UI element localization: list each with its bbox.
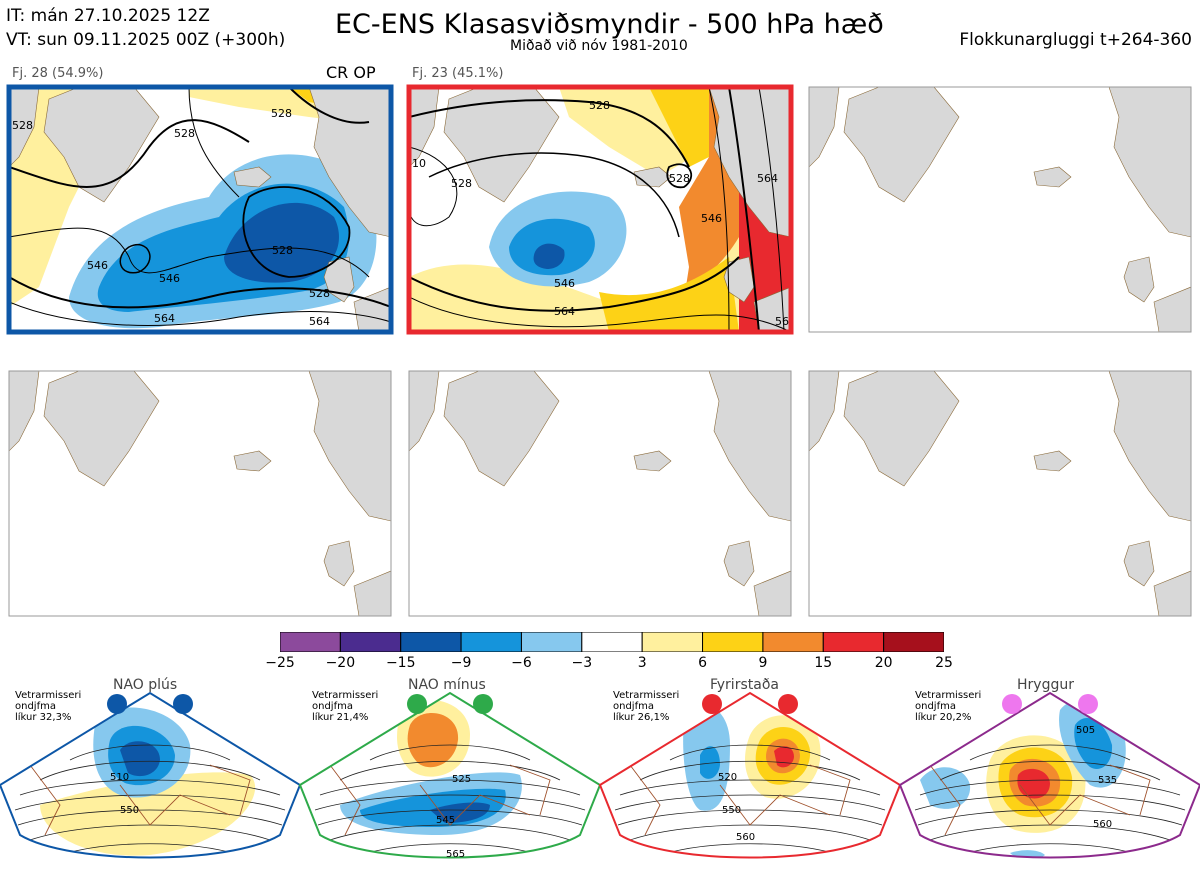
regime-name: NAO mínus — [408, 677, 486, 693]
colorbar-cell — [460, 632, 522, 652]
contour-label: 564 — [554, 305, 575, 318]
regime-maps: 510 550 525 545 565 — [0, 691, 1200, 860]
regime-contour-label: 560 — [1093, 819, 1112, 830]
colorbar-tick-label: 20 — [874, 655, 893, 671]
cluster-map-4 — [8, 370, 392, 617]
regime-name: Hryggur — [1017, 677, 1074, 693]
cluster-map-2: 528 528 10 528 546 564 564 546 56 — [406, 84, 794, 335]
contour-label: 564 — [757, 172, 778, 185]
colorbar-tick-label: −9 — [450, 655, 472, 671]
contour-label: 546 — [701, 212, 722, 225]
cluster-map-3 — [808, 86, 1192, 333]
contour-label: 528 — [451, 177, 472, 190]
colorbar-tick-label: 6 — [698, 655, 707, 671]
contour-label: 528 — [589, 99, 610, 112]
page-title: EC-ENS Klasasviðsmyndir - 500 hPa hæð — [335, 9, 884, 40]
regime-info: Vetrarmisseri ondjfma líkur 21,4% — [312, 690, 379, 723]
colorbar-tick-label: 3 — [637, 655, 647, 671]
valid-time: VT: sun 09.11.2025 00Z (+300h) — [6, 30, 286, 50]
panel-2-label: Fj. 23 (45.1%) — [412, 66, 504, 81]
colorbar-cell — [520, 632, 583, 652]
panel-1-border — [6, 84, 394, 335]
contour-label: 10 — [412, 157, 426, 170]
regime-contour-label: 505 — [1076, 725, 1095, 736]
initial-time: IT: mán 27.10.2025 12Z — [6, 6, 210, 26]
contour-label: 564 — [154, 312, 175, 325]
colorbar-tick-label: −6 — [511, 655, 532, 671]
cluster-maps: 528 528 546 528 546 564 564 528 528 — [6, 84, 1192, 617]
cluster-map-6 — [808, 370, 1192, 617]
regime-contour-label: 525 — [452, 774, 471, 785]
panel-2-border — [406, 84, 794, 335]
panel-1-label: Fj. 28 (54.9%) — [12, 66, 104, 81]
colorbar-cell — [822, 632, 885, 652]
contour-label: 546 — [554, 277, 575, 290]
colorbar-cell — [702, 632, 764, 652]
regime-info: Vetrarmisseri ondjfma líkur 20,2% — [915, 690, 982, 723]
contour-label: 528 — [272, 244, 293, 257]
regime-contour-label: 565 — [446, 849, 465, 860]
contour-label: 564 — [309, 315, 330, 328]
colorbar-tick-label: 9 — [758, 655, 768, 671]
colorbar-cell — [641, 632, 704, 652]
regime-contour-label: 520 — [718, 772, 737, 783]
contour-label: 528 — [12, 119, 33, 132]
regime-contour-label: 535 — [1098, 775, 1117, 786]
colorbar-tick-label: 15 — [814, 655, 833, 671]
regime-contour-label: 510 — [110, 772, 129, 783]
colorbar-tick-label: −25 — [265, 655, 295, 671]
classification-window: Flokkunargluggi t+264-360 — [959, 30, 1192, 50]
contour-label: 546 — [87, 259, 108, 272]
regime-name: Fyrirstaða — [710, 677, 779, 693]
contour-label: 528 — [271, 107, 292, 120]
regime-info: Vetrarmisseri ondjfma líkur 32,3% — [15, 690, 82, 723]
page-subtitle: Miðað við nóv 1981-2010 — [510, 38, 688, 54]
colorbar-cell — [762, 632, 824, 652]
colorbar-tick-label: −20 — [325, 655, 356, 671]
regime-contour-label: 560 — [736, 832, 755, 843]
cluster-map-5 — [408, 370, 792, 617]
contour-label: 546 — [159, 272, 180, 285]
regime-contour-label: 550 — [120, 805, 139, 816]
contour-label: 528 — [309, 287, 330, 300]
contour-label: 528 — [669, 172, 690, 185]
colorbar-cell — [339, 632, 402, 652]
colorbar-tick-label: −3 — [571, 655, 593, 671]
colorbar — [280, 632, 944, 652]
contour-label: 528 — [174, 127, 195, 140]
colorbar-cell — [581, 632, 643, 652]
regime-contour-label: 545 — [436, 815, 455, 826]
regime-name: NAO plús — [113, 677, 178, 693]
regime-info: Vetrarmisseri ondjfma líkur 26,1% — [613, 690, 680, 723]
colorbar-tick-label: 25 — [935, 655, 953, 671]
colorbar-cell — [400, 632, 462, 652]
regime-contour-label: 550 — [722, 805, 741, 816]
colorbar-cell — [883, 632, 944, 652]
panel-1-op-badge: CR OP — [326, 63, 376, 82]
contour-label: 56 — [775, 315, 789, 328]
colorbar-cell — [280, 632, 341, 652]
colorbar-ticks: −25 −20 −15 −9 −6 −3 3 6 9 15 20 25 — [265, 655, 953, 673]
cluster-map-1: 528 528 546 528 546 564 564 528 528 — [6, 84, 394, 335]
colorbar-tick-label: −15 — [385, 655, 416, 671]
